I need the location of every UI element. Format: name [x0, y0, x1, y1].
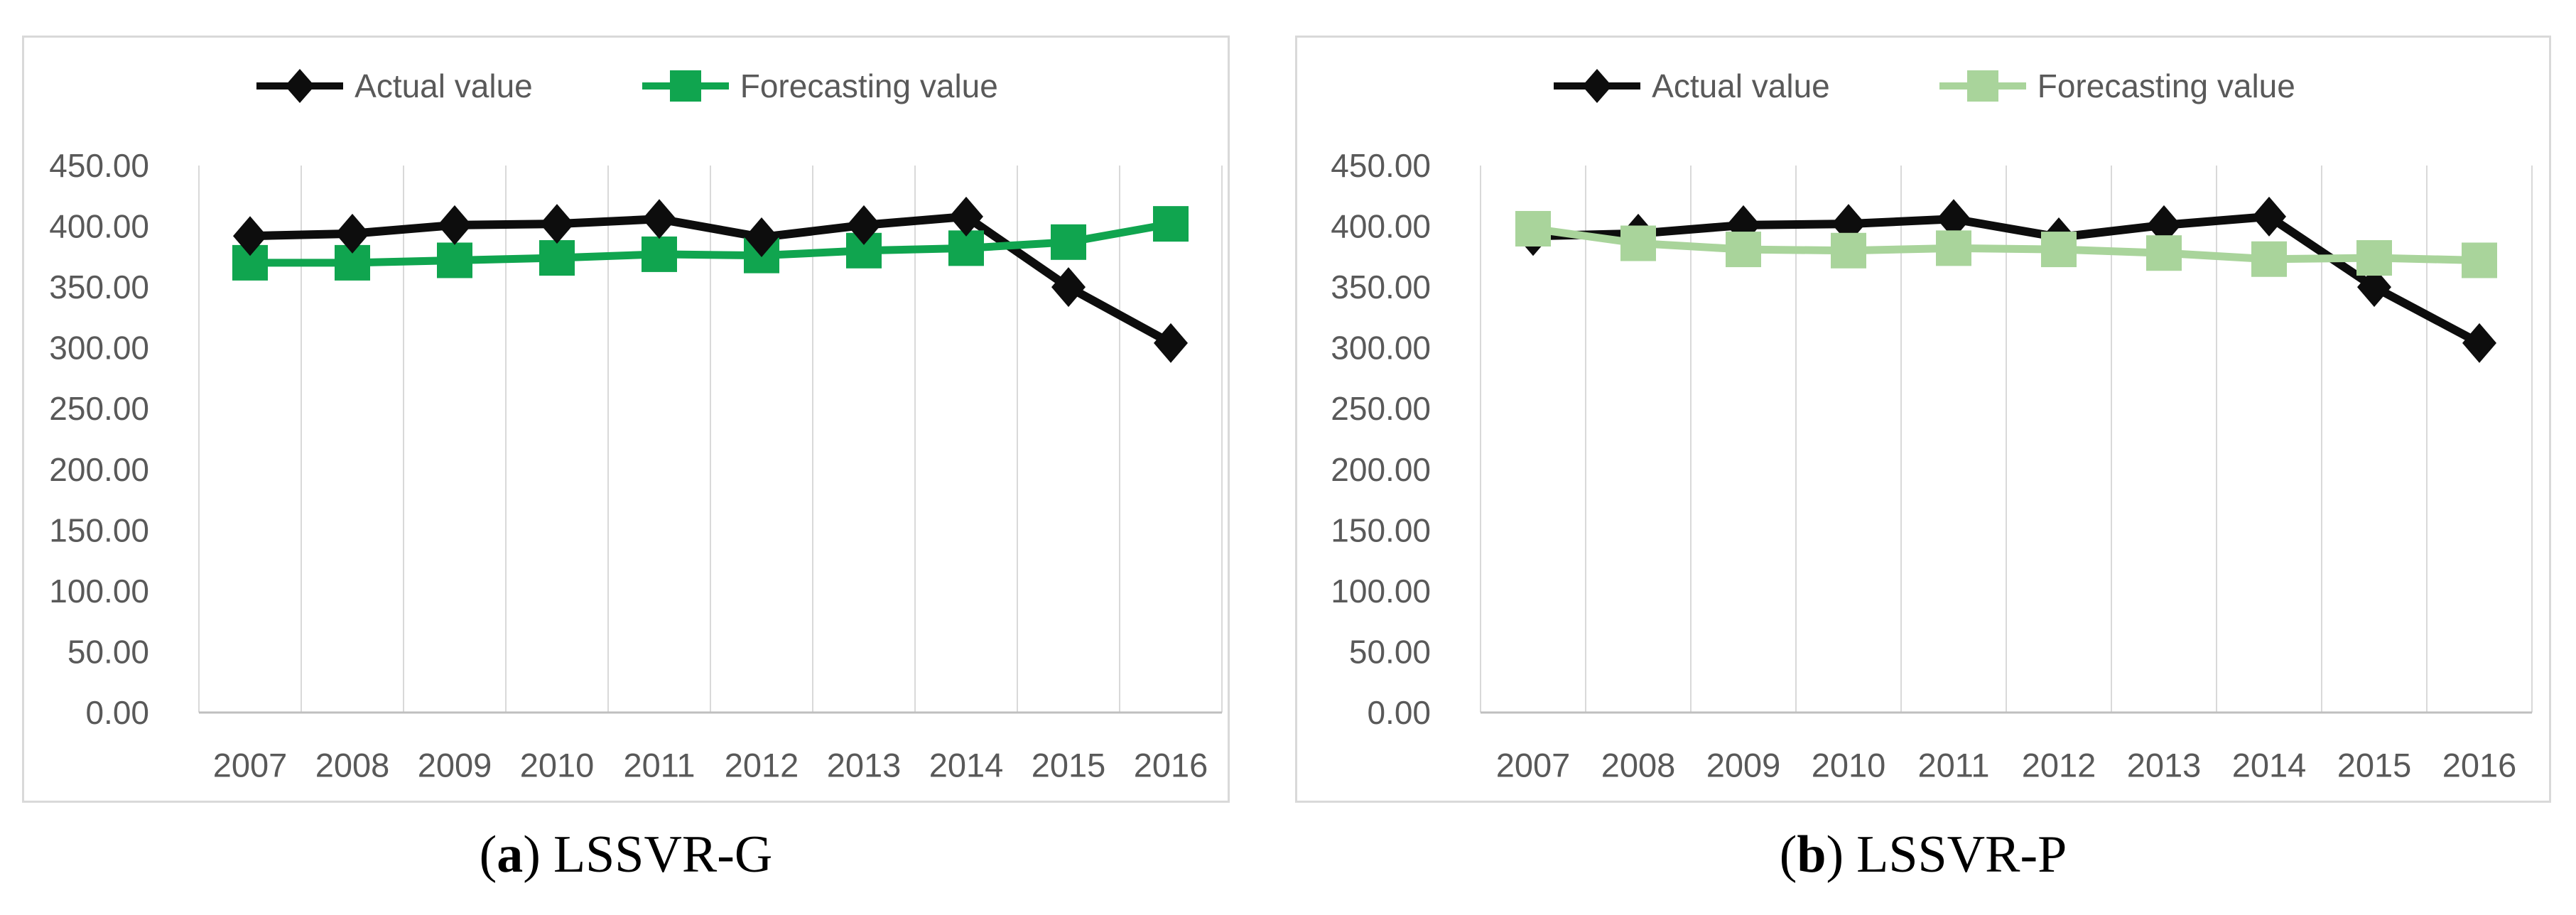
square-marker [2356, 240, 2392, 276]
diamond-marker [745, 217, 779, 257]
y-tick-label: 50.00 [67, 633, 149, 670]
x-tick-label: 2008 [315, 747, 390, 784]
diamond-marker [2252, 196, 2286, 237]
y-tick-label: 100.00 [1331, 573, 1431, 610]
square-marker [1620, 225, 1656, 261]
x-tick-label: 2013 [2127, 747, 2202, 784]
square-marker [1153, 206, 1189, 242]
y-tick-label: 350.00 [1331, 269, 1431, 305]
square-marker [642, 236, 677, 272]
x-tick-label: 2014 [2232, 747, 2307, 784]
diamond-marker [540, 204, 574, 244]
square-marker [1515, 210, 1551, 247]
x-tick-label: 2010 [1812, 747, 1886, 784]
caption-label: LSSVR-G [553, 825, 773, 884]
x-tick-label: 2009 [1706, 747, 1781, 784]
caption-label: LSSVR-P [1856, 825, 2067, 884]
diamond-marker [438, 205, 472, 245]
series-line-actual [1529, 212, 2484, 347]
caption-paren-open: ( [1779, 825, 1797, 884]
square-marker [2041, 232, 2077, 268]
chart-canvas-lssvr-g: 0.00 50.00 100.00 150.00 200.00 250.00 300.00 3… [49, 147, 1223, 784]
caption-letter: b [1797, 825, 1827, 884]
square-marker [2146, 235, 2182, 271]
y-tick-label: 300.00 [1331, 330, 1431, 367]
diamond-marker [2462, 323, 2496, 363]
y-tick-label: 400.00 [49, 208, 149, 245]
y-tick-label: 150.00 [49, 511, 149, 548]
diamond-marker [335, 213, 369, 254]
y-tick-label: 400.00 [1331, 208, 1431, 245]
y-tick-label: 250.00 [49, 390, 149, 427]
y-tick-label: 50.00 [1349, 633, 1431, 670]
y-tick-label: 200.00 [49, 451, 149, 488]
y-tick-label: 150.00 [1331, 511, 1431, 548]
caption-paren-close: ) [523, 825, 541, 884]
square-marker [1831, 232, 1866, 269]
series-line-forecast [246, 220, 1175, 267]
square-marker [1726, 232, 1761, 268]
y-tick-label: 300.00 [49, 330, 149, 367]
square-marker [437, 242, 472, 278]
square-marker [1051, 224, 1086, 260]
caption-paren-open: ( [479, 825, 497, 884]
series-line-forecast [1529, 224, 2484, 264]
diamond-marker [2147, 205, 2181, 245]
x-tick-label: 2011 [623, 747, 695, 784]
diamond-marker [642, 199, 676, 239]
x-tick-label: 2010 [520, 747, 595, 784]
square-marker [2462, 242, 2497, 278]
y-tick-label: 0.00 [85, 694, 149, 731]
caption-lssvr-p: (b) LSSVR-P [1295, 816, 2551, 894]
caption-paren-close: ) [1826, 825, 1844, 884]
x-tick-label: 2014 [929, 747, 1004, 784]
x-tick-label: 2012 [2022, 747, 2096, 784]
chart-panel-lssvr-g: 0.00 50.00 100.00 150.00 200.00 250.00 300.00 3… [22, 36, 1230, 803]
y-tick-label: 0.00 [1367, 694, 1431, 731]
diamond-marker [1154, 323, 1188, 363]
x-tick-label: 2007 [1496, 747, 1571, 784]
x-tick-label: 2015 [2337, 747, 2412, 784]
x-tick-label: 2011 [1917, 747, 1989, 784]
x-tick-label: 2015 [1032, 747, 1106, 784]
y-tick-label: 450.00 [1331, 147, 1431, 184]
x-tick-label: 2013 [827, 747, 902, 784]
x-tick-label: 2016 [1134, 747, 1208, 784]
diamond-marker [1937, 199, 1971, 239]
caption-lssvr-g: (a) LSSVR-G [22, 816, 1230, 894]
x-tick-label: 2009 [418, 747, 492, 784]
x-tick-label: 2007 [213, 747, 288, 784]
x-tick-label: 2016 [2442, 747, 2517, 784]
diamond-marker [847, 205, 881, 245]
y-tick-label: 250.00 [1331, 390, 1431, 427]
caption-letter: a [497, 825, 524, 884]
square-marker [539, 240, 575, 276]
chart-panel-lssvr-p: 0.00 50.00 100.00 150.00 200.00 250.00 300.00 3… [1295, 36, 2551, 803]
square-marker [1936, 230, 1971, 266]
diamond-marker [233, 216, 267, 256]
diamond-marker [2357, 267, 2391, 308]
y-tick-label: 200.00 [1331, 451, 1431, 488]
x-tick-label: 2012 [725, 747, 799, 784]
square-marker [2251, 241, 2287, 277]
chart-canvas-lssvr-p: 0.00 50.00 100.00 150.00 200.00 250.00 300.00 3… [1331, 147, 2533, 784]
diamond-marker [1051, 267, 1086, 308]
series-line-actual [246, 212, 1175, 347]
y-tick-label: 350.00 [49, 269, 149, 305]
y-tick-label: 100.00 [49, 573, 149, 610]
x-tick-label: 2008 [1601, 747, 1676, 784]
captions-row: (a) LSSVR-G (b) LSSVR-P [0, 816, 2576, 894]
diamond-marker [949, 196, 983, 237]
y-tick-label: 450.00 [49, 147, 149, 184]
